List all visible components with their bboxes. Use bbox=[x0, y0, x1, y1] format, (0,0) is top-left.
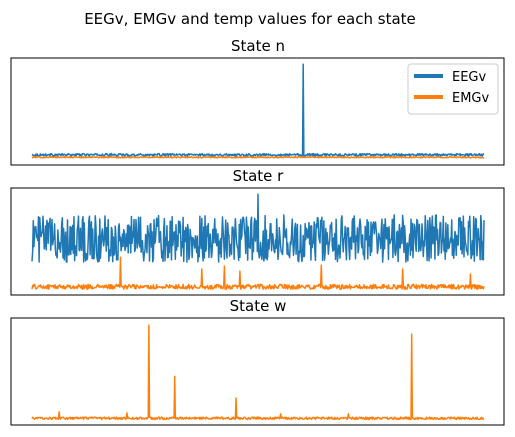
series-line-emgv-state-r bbox=[31, 256, 485, 290]
series-line-eegv-state-r bbox=[31, 193, 485, 263]
subplot-state-r: State r bbox=[10, 167, 505, 296]
series-container-state-w bbox=[31, 324, 485, 421]
series-line-emgv-state-w bbox=[31, 324, 485, 421]
subplot-title-state-n: State n bbox=[231, 37, 285, 55]
series-container-state-n bbox=[31, 63, 485, 159]
series-line-eegv-state-n bbox=[31, 63, 485, 157]
subplot-state-n: State n EEGv EMGv bbox=[10, 37, 505, 166]
figure-title: EEGv, EMGv and temp values for each stat… bbox=[84, 10, 416, 28]
legend-label-emgv: EMGv bbox=[452, 91, 490, 106]
subplot-title-state-r: State r bbox=[233, 167, 284, 185]
subplot-state-w: State w bbox=[10, 297, 505, 426]
legend-label-eegv: EEGv bbox=[452, 70, 487, 85]
series-container-state-r bbox=[31, 193, 485, 290]
series-line-emgv-state-n bbox=[31, 155, 485, 159]
subplot-title-state-w: State w bbox=[230, 297, 287, 315]
legend: EEGv EMGv bbox=[407, 63, 499, 115]
axes-frame-state-w bbox=[10, 317, 505, 426]
